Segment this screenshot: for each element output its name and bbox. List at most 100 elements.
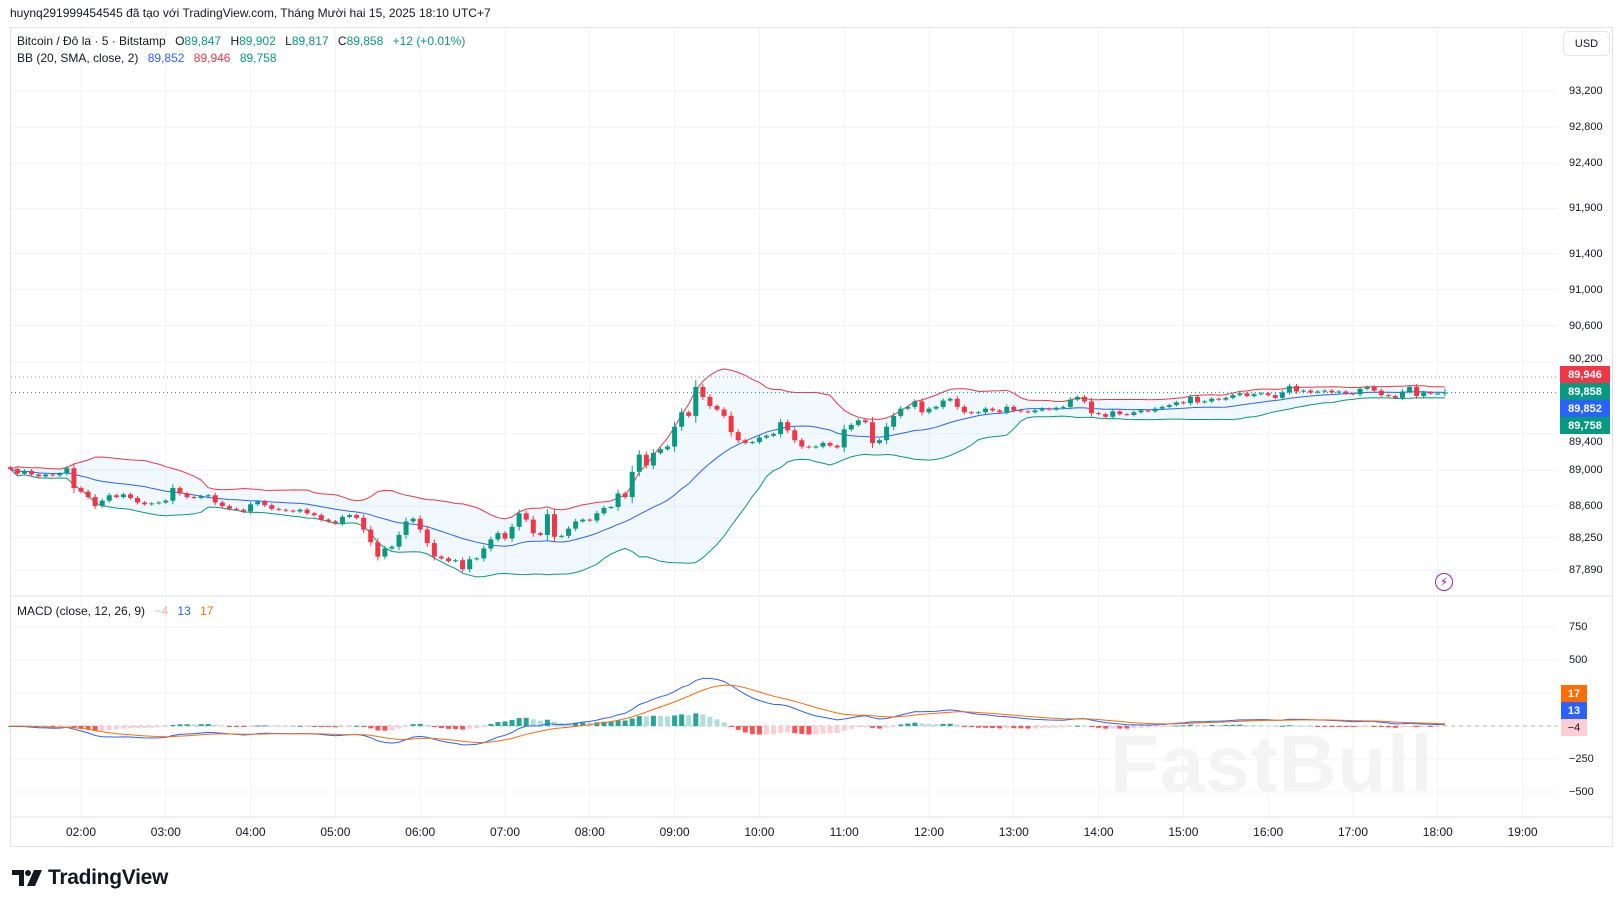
candle — [1209, 397, 1215, 404]
macd-histogram-bar — [693, 713, 699, 726]
candle — [820, 441, 826, 449]
candle — [862, 418, 868, 424]
candle — [657, 447, 663, 455]
candle — [389, 545, 395, 550]
lightning-icon[interactable]: ⚡ — [1435, 573, 1453, 591]
macd-histogram-bar — [679, 714, 685, 726]
candle — [1251, 392, 1257, 398]
symbol-legend[interactable]: Bitcoin / Đô la · 5 · Bitstamp O89,847 H… — [17, 34, 465, 48]
candle — [912, 399, 918, 410]
price-label: 93,200 — [1569, 85, 1603, 98]
macd-histogram-bar — [354, 725, 360, 727]
macd-histogram-bar — [318, 726, 324, 727]
price-label: 87,890 — [1569, 564, 1603, 577]
candle — [410, 517, 416, 524]
macd-histogram-bar — [1103, 726, 1109, 729]
candle-body — [233, 508, 239, 510]
candle-body — [1096, 413, 1102, 415]
candle — [1385, 393, 1391, 398]
macd-histogram-bar — [276, 725, 282, 727]
price-label: 91,000 — [1569, 283, 1603, 296]
candle — [219, 500, 225, 508]
candle-body — [594, 513, 600, 521]
candle-body — [7, 467, 13, 470]
macd-histogram-bar — [149, 726, 155, 728]
symbol-title[interactable]: Bitcoin / Đô la · 5 · Bitstamp — [17, 34, 166, 48]
candle — [1442, 388, 1448, 397]
time-label: 03:00 — [150, 825, 181, 839]
macd-histogram-bar — [1074, 725, 1080, 727]
candle-body — [1131, 412, 1137, 415]
candle — [1004, 404, 1010, 415]
bb-legend[interactable]: BB (20, SMA, close, 2) 89,852 89,946 89,… — [17, 51, 277, 65]
candle — [453, 558, 459, 563]
candle-body — [1435, 393, 1441, 395]
candle-body — [438, 556, 444, 559]
candle — [1053, 406, 1059, 412]
candle — [241, 508, 247, 513]
candle — [135, 495, 141, 505]
macd-histogram-bar — [113, 726, 119, 730]
macd-histogram-bar — [1364, 726, 1370, 727]
candle-body — [1428, 392, 1434, 394]
candle-body — [884, 426, 890, 441]
candle — [1032, 409, 1038, 414]
candle-body — [877, 440, 883, 443]
currency-button[interactable]: USD — [1563, 31, 1610, 56]
macd-histogram-bar — [862, 726, 868, 727]
macd-histogram-bar — [135, 726, 141, 729]
macd-histogram-bar — [255, 725, 261, 727]
macd-value: 13 — [177, 604, 191, 618]
macd-histogram-bar — [947, 723, 953, 726]
candle-body — [523, 513, 529, 520]
bb-label[interactable]: BB (20, SMA, close, 2) — [17, 51, 139, 65]
candle — [778, 418, 784, 438]
candle-body — [990, 408, 996, 411]
macd-signal-value: 17 — [200, 604, 214, 618]
candle-body — [106, 495, 112, 501]
candle — [198, 494, 204, 500]
price-label: 92,800 — [1569, 121, 1603, 134]
candle — [269, 503, 275, 511]
macd-histogram-bar — [1286, 725, 1292, 727]
macd-histogram-bar — [396, 726, 402, 729]
candle — [29, 469, 35, 477]
time-label: 13:00 — [998, 825, 1029, 839]
tradingview-logo[interactable]: TradingView — [12, 866, 168, 890]
candle-body — [544, 514, 550, 535]
candle — [799, 437, 805, 449]
macd-histogram-bar — [241, 726, 247, 727]
macd-label[interactable]: MACD (close, 12, 26, 9) — [17, 604, 146, 618]
candle — [1258, 392, 1264, 396]
candle-body — [983, 408, 989, 413]
candle — [64, 466, 70, 476]
open-value: 89,847 — [184, 34, 222, 48]
candle-body — [318, 515, 324, 520]
macd-histogram-bar — [1011, 726, 1017, 729]
candle — [566, 526, 572, 539]
candle-body — [975, 412, 981, 414]
candle — [113, 493, 119, 499]
candle-body — [205, 495, 211, 497]
candle — [431, 539, 437, 561]
candle — [919, 398, 925, 416]
candle-body — [629, 471, 635, 498]
candle-body — [495, 533, 501, 540]
candle — [1392, 394, 1398, 400]
candle-body — [1378, 390, 1384, 396]
candle — [325, 518, 331, 523]
candle-body — [163, 500, 169, 503]
candle — [1286, 383, 1292, 395]
candle — [580, 518, 586, 523]
macd-histogram-bar — [933, 723, 939, 726]
candle-body — [1223, 397, 1229, 400]
candle — [792, 427, 798, 444]
macd-legend[interactable]: MACD (close, 12, 26, 9) −4 13 17 — [17, 604, 213, 618]
macd-histogram-bar — [983, 726, 989, 728]
candle-body — [1117, 411, 1123, 415]
candle — [686, 410, 692, 418]
candle — [679, 408, 685, 431]
macd-histogram-bar — [834, 726, 840, 733]
bb-basis-value: 89,852 — [147, 51, 185, 65]
